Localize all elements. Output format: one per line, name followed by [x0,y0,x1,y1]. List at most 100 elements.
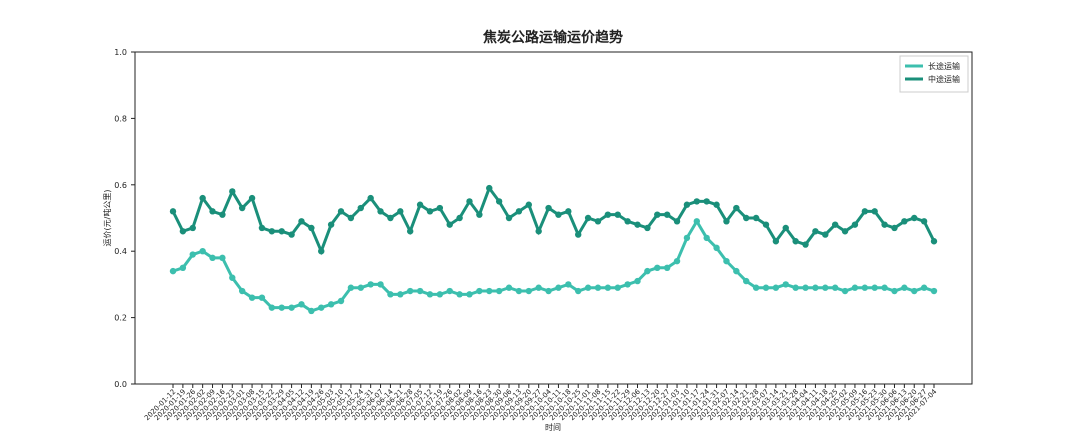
point [920,284,928,291]
point [743,214,750,222]
point [456,214,463,222]
point [318,304,325,311]
series-line [171,185,936,256]
point [851,284,859,291]
point [881,221,888,228]
y-tick-label: 0.6 [114,181,127,190]
point [851,221,859,228]
point [624,218,631,225]
point [476,287,483,295]
plot-frame [134,51,973,385]
point [169,267,177,275]
point [466,198,473,205]
point [238,204,246,212]
series-line [172,218,935,313]
point [723,257,730,265]
legend-label: 中途运输 [928,74,960,84]
point [535,284,542,291]
point [663,211,671,218]
point [278,228,285,235]
point [308,224,315,232]
point [367,194,374,202]
point [881,284,888,291]
point [495,287,503,295]
point [179,264,187,271]
point [268,228,276,235]
y-tick-label: 1.0 [114,48,127,57]
point [604,211,612,218]
point [782,224,789,232]
point [673,257,681,265]
point [575,231,582,238]
point [911,287,918,295]
point [169,208,177,215]
point [693,198,701,205]
point [288,304,295,311]
point [930,287,938,295]
point [258,294,266,301]
y-tick-label: 0.8 [114,114,127,123]
point [594,218,602,225]
point [545,287,552,295]
point [743,277,750,285]
point [703,198,710,205]
point [624,281,631,288]
point [337,208,345,215]
point [199,194,206,202]
point [298,218,305,225]
point [891,287,898,295]
point [831,284,839,291]
point [387,214,394,222]
point [802,241,809,248]
point [673,218,681,225]
point [238,287,246,295]
legend-box [899,55,969,93]
y-tick-label: 0.2 [114,314,127,323]
point [535,228,542,235]
point [219,211,226,218]
point [406,228,414,235]
point [812,228,819,235]
y-axis-label: 运价(元/吨公里) [102,190,112,247]
point [357,204,364,212]
point [456,291,463,298]
point [308,307,315,315]
point [555,211,562,218]
point [565,281,572,288]
point [911,214,918,222]
point [683,234,691,242]
point [357,284,364,291]
point [436,204,444,212]
point [219,254,226,262]
point [426,291,434,298]
point [248,194,256,202]
point [752,214,760,222]
point [377,281,384,288]
point [525,287,532,295]
point [209,254,216,262]
point [486,184,493,192]
point [713,244,720,252]
point [565,208,572,215]
point [713,201,720,208]
point [189,224,196,232]
point [575,287,582,295]
point [515,208,523,215]
point [268,304,276,311]
point [762,284,770,291]
point [782,281,789,288]
point [792,284,799,291]
point [594,284,602,291]
point [614,284,621,291]
point [822,231,829,238]
point [199,248,206,255]
point [327,221,335,228]
point [229,188,236,195]
point [278,304,285,311]
point [436,291,444,298]
point [841,228,849,235]
point [555,284,562,291]
point [327,301,335,308]
